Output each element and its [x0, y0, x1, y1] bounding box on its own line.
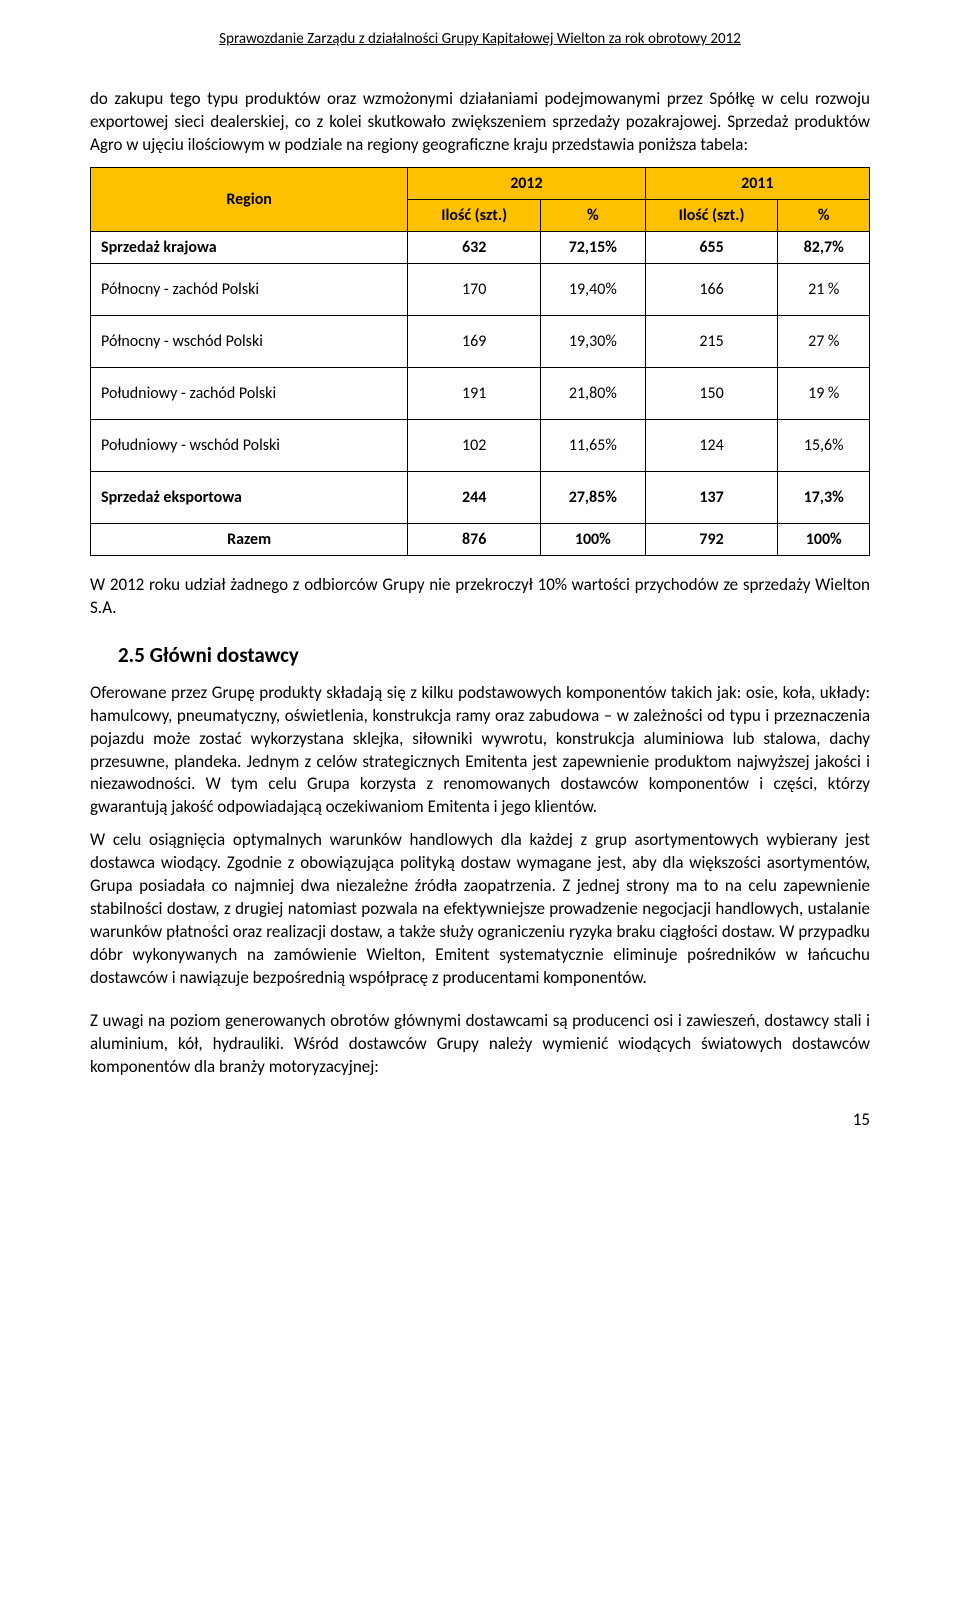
cell: 15,6% — [778, 419, 870, 471]
cell: 169 — [408, 315, 541, 367]
cell: 792 — [645, 523, 778, 555]
row-label: Północny - wschód Polski — [91, 315, 408, 367]
table-row: Południowy - wschód Polski10211,65%12415… — [91, 419, 870, 471]
col-2012-qty: Ilość (szt.) — [408, 199, 541, 231]
cell: 655 — [645, 231, 778, 263]
cell: 100% — [541, 523, 646, 555]
table-row: Północny - zachód Polski17019,40%16621 % — [91, 263, 870, 315]
col-2011-pct: % — [778, 199, 870, 231]
cell: 876 — [408, 523, 541, 555]
cell: 100% — [778, 523, 870, 555]
cell: 17,3% — [778, 471, 870, 523]
row-label: Sprzedaż eksportowa — [91, 471, 408, 523]
cell: 137 — [645, 471, 778, 523]
cell: 72,15% — [541, 231, 646, 263]
page-header: Sprawozdanie Zarządu z działalności Grup… — [90, 30, 870, 48]
cell: 124 — [645, 419, 778, 471]
cell: 27 % — [778, 315, 870, 367]
cell: 11,65% — [541, 419, 646, 471]
cell: 19 % — [778, 367, 870, 419]
table-row: Północny - wschód Polski16919,30%21527 % — [91, 315, 870, 367]
cell: 632 — [408, 231, 541, 263]
row-label: Razem — [91, 523, 408, 555]
table-row: Razem876100%792100% — [91, 523, 870, 555]
table-row: Sprzedaż eksportowa24427,85%13717,3% — [91, 471, 870, 523]
cell: 19,40% — [541, 263, 646, 315]
table-row: Sprzedaż krajowa63272,15%65582,7% — [91, 231, 870, 263]
page-number: 15 — [90, 1109, 870, 1130]
row-label: Południowy - zachód Polski — [91, 367, 408, 419]
row-label: Południowy - wschód Polski — [91, 419, 408, 471]
cell: 19,30% — [541, 315, 646, 367]
cell: 21,80% — [541, 367, 646, 419]
cell: 215 — [645, 315, 778, 367]
paragraph-intro: do zakupu tego typu produktów oraz wzmoż… — [90, 88, 870, 157]
paragraph-3: Oferowane przez Grupę produkty składają … — [90, 682, 870, 820]
paragraph-4: W celu osiągnięcia optymalnych warunków … — [90, 829, 870, 990]
col-2012-pct: % — [541, 199, 646, 231]
row-label: Sprzedaż krajowa — [91, 231, 408, 263]
cell: 244 — [408, 471, 541, 523]
row-label: Północny - zachód Polski — [91, 263, 408, 315]
col-2011: 2011 — [645, 167, 869, 199]
col-2011-qty: Ilość (szt.) — [645, 199, 778, 231]
cell: 191 — [408, 367, 541, 419]
cell: 82,7% — [778, 231, 870, 263]
table-header-row-1: Region 2012 2011 — [91, 167, 870, 199]
section-heading: 2.5 Główni dostawcy — [118, 642, 870, 668]
col-region: Region — [91, 167, 408, 231]
sales-table: Region 2012 2011 Ilość (szt.) % Ilość (s… — [90, 167, 870, 556]
paragraph-5: Z uwagi na poziom generowanych obrotów g… — [90, 1010, 870, 1079]
cell: 166 — [645, 263, 778, 315]
table-row: Południowy - zachód Polski19121,80%15019… — [91, 367, 870, 419]
page: Sprawozdanie Zarządu z działalności Grup… — [0, 0, 960, 1170]
col-2012: 2012 — [408, 167, 645, 199]
cell: 102 — [408, 419, 541, 471]
cell: 150 — [645, 367, 778, 419]
cell: 170 — [408, 263, 541, 315]
cell: 27,85% — [541, 471, 646, 523]
cell: 21 % — [778, 263, 870, 315]
paragraph-2: W 2012 roku udział żadnego z odbiorców G… — [90, 574, 870, 620]
